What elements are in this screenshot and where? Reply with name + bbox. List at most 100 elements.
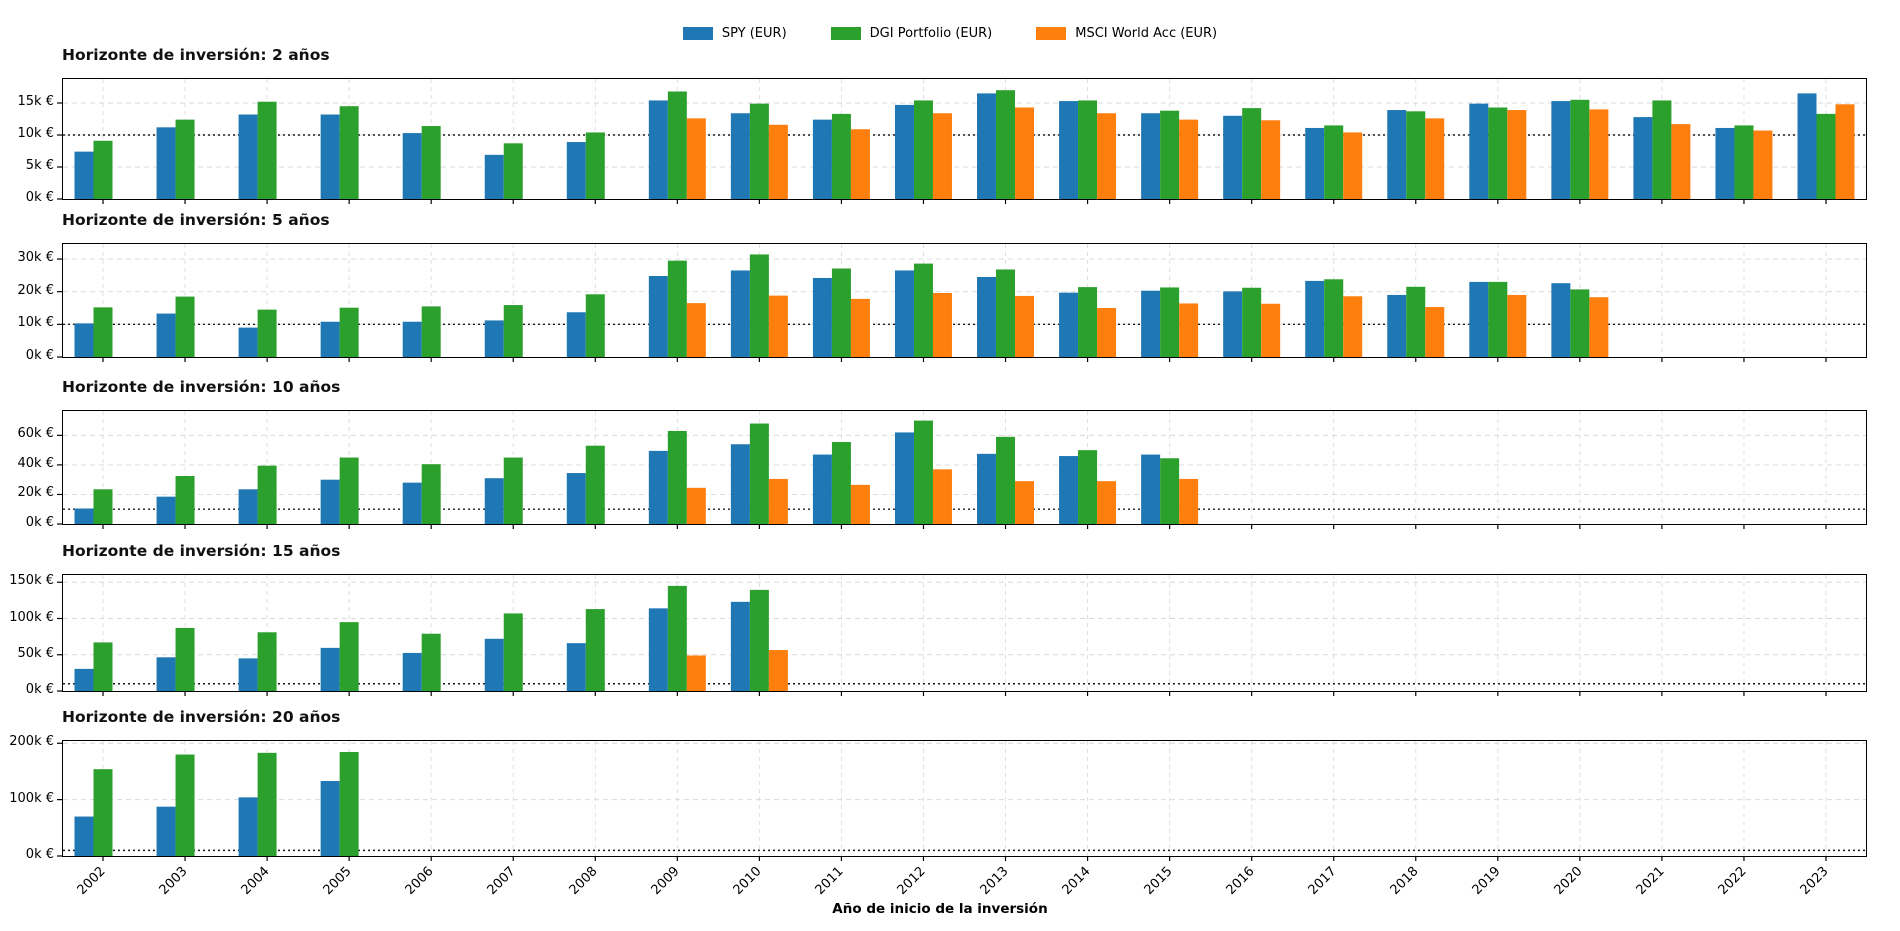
bar-2018-series0 [1387,110,1407,199]
bar-2020-series2 [1589,297,1609,357]
chart-canvas-0 [57,79,1866,204]
bar-2016-series1 [1242,287,1262,357]
bar-2015-series0 [1141,113,1161,199]
ytick-label: 50k € [17,645,54,661]
bar-2010-series0 [730,270,750,357]
ytick-label: 150k € [9,573,54,589]
bar-2004-series1 [257,309,277,357]
bar-2002-series1 [93,489,113,524]
bar-2009-series2 [686,118,706,199]
bar-2002-series0 [74,151,94,199]
bar-2002-series1 [93,140,113,199]
chart-canvas-4 [57,741,1866,861]
bar-2010-series1 [749,103,769,199]
bar-2019-series2 [1507,294,1527,357]
bar-2015-series2 [1179,478,1199,524]
bar-2010-series0 [730,601,750,691]
chart-canvas-3 [57,575,1866,696]
bar-2023-series2 [1835,104,1855,199]
bar-2012-series1 [913,420,933,524]
bar-2018-series0 [1387,294,1407,357]
ytick-label: 100k € [9,609,54,625]
bar-2009-series2 [686,487,706,524]
ytick-label: 30k € [17,250,54,266]
bar-2015-series2 [1179,119,1199,199]
bar-2016-series0 [1223,115,1243,199]
bar-2017-series0 [1305,127,1325,199]
bar-2013-series1 [996,269,1016,357]
bar-2005-series0 [320,321,340,357]
bar-2013-series2 [1015,481,1035,524]
bar-2011-series1 [831,442,851,524]
bar-2022-series1 [1734,125,1754,199]
bar-2009-series0 [648,276,668,357]
bar-2004-series0 [238,797,258,856]
ytick-label: 0k € [25,682,54,697]
bar-2018-series2 [1425,307,1445,357]
bar-2020-series2 [1589,109,1609,199]
bar-2011-series0 [812,454,832,524]
ytick-label: 0k € [25,515,54,530]
bar-2017-series1 [1324,279,1344,357]
bar-2017-series0 [1305,280,1325,357]
bar-2008-series0 [566,473,586,524]
bar-2005-series0 [320,114,340,199]
bar-2012-series0 [894,432,914,524]
ytick-label: 0k € [25,847,54,862]
bar-2003-series1 [175,296,195,357]
bar-2014-series1 [1078,450,1098,524]
bar-2020-series1 [1570,99,1590,199]
bar-2008-series1 [585,445,605,524]
bar-2007-series0 [484,320,504,357]
bar-2005-series1 [339,457,359,524]
legend-swatch-spy [682,27,713,40]
chart-title-5y: Horizonte de inversión: 5 años [62,211,330,229]
bar-2012-series2 [932,469,952,524]
ytick-label: 5k € [25,158,54,173]
bar-2004-series1 [257,752,277,856]
bar-2003-series0 [156,806,176,856]
bar-2002-series0 [74,816,94,856]
bar-2012-series0 [894,104,914,199]
bar-2009-series1 [667,585,687,691]
bar-2010-series2 [768,295,788,357]
bar-2012-series2 [932,292,952,357]
bar-2016-series1 [1242,108,1262,199]
bar-2021-series1 [1652,100,1672,199]
ytick-label: 60k € [17,426,54,442]
bar-2006-series1 [421,633,441,691]
ytick-label: 40k € [17,455,54,471]
bar-2009-series2 [686,655,706,691]
bar-2009-series2 [686,303,706,357]
bar-2020-series1 [1570,289,1590,357]
bar-2006-series0 [402,133,422,199]
chart-2y-plot [57,78,1867,204]
bar-2009-series1 [667,260,687,357]
bar-2010-series0 [730,444,750,524]
bar-2013-series2 [1015,295,1035,357]
bar-2012-series2 [932,113,952,199]
chart-title-20y: Horizonte de inversión: 20 años [62,708,341,726]
bar-2007-series1 [503,457,523,524]
ytick-label: 200k € [9,734,54,750]
bar-2004-series0 [238,658,258,691]
bar-2003-series0 [156,657,176,691]
legend-swatch-dgi [830,27,861,40]
bar-2003-series0 [156,313,176,357]
bar-2004-series1 [257,632,277,691]
bar-2008-series0 [566,142,586,199]
bar-2016-series2 [1261,303,1281,357]
bar-2022-series2 [1753,130,1773,199]
bar-2009-series1 [667,91,687,199]
bar-2018-series1 [1406,286,1426,357]
bar-2011-series1 [831,113,851,199]
bar-2023-series1 [1816,113,1836,199]
bar-2002-series1 [93,642,113,691]
bar-2006-series1 [421,306,441,357]
legend-item-spy: SPY (EUR) [682,26,787,41]
bar-2011-series1 [831,268,851,357]
chart-15y-plot [57,574,1867,696]
bar-2003-series1 [175,475,195,524]
ytick-label: 20k € [17,282,54,298]
legend: SPY (EUR) DGI Portfolio (EUR) MSCI World… [0,26,1900,41]
